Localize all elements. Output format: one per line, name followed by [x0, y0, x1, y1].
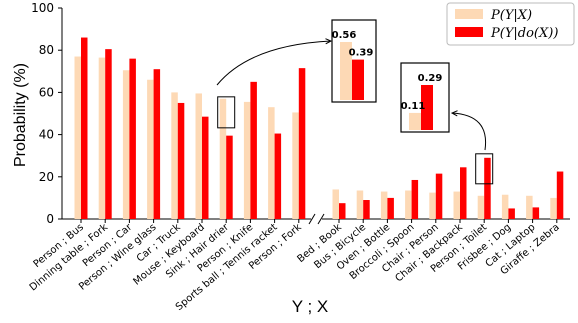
bar-p-y-do-x: [435, 173, 443, 219]
zoom-bar-p-y-x: [340, 42, 352, 100]
highlight-box: [217, 96, 236, 129]
bar-p-y-x: [405, 190, 412, 219]
axis-break-mark: [317, 213, 325, 225]
legend: P(Y|X) P(Y|do(X)): [446, 2, 575, 46]
bars: [74, 37, 564, 220]
zoom-arrowhead: [325, 38, 333, 45]
bar-p-y-x: [243, 101, 251, 219]
zoom-value-label: 0.39: [349, 48, 374, 59]
zoom-bar-p-y-x: [409, 112, 421, 130]
x-axis-label: Y ; X: [292, 297, 329, 316]
bar-p-y-x: [380, 191, 388, 219]
bar-p-y-x: [219, 98, 227, 219]
bar-p-y-x: [195, 93, 202, 219]
y-axis-label: Probability (%): [12, 63, 29, 167]
bar-p-y-x: [268, 107, 275, 219]
bar-p-y-do-x: [177, 102, 185, 219]
bar-p-y-x: [429, 192, 436, 219]
bar-p-y-x: [453, 191, 460, 219]
bar-p-y-do-x: [508, 208, 515, 219]
bar-p-y-do-x: [129, 58, 136, 219]
bar-p-y-x: [356, 190, 364, 219]
highlight-box: [475, 153, 494, 185]
bar-p-y-x: [550, 197, 557, 219]
y-tick-label: 40: [39, 128, 54, 142]
bar-p-y-do-x: [202, 116, 209, 219]
legend-label: P(Y|do(X)): [490, 26, 558, 41]
zoom-value-label: 0.56: [332, 30, 357, 41]
zoom-bar-p-y-do-x: [421, 85, 433, 130]
bar-p-y-x: [477, 195, 485, 219]
bar-p-y-do-x: [411, 179, 419, 219]
y-tick-label: 0: [46, 212, 54, 226]
bar-p-y-do-x: [460, 167, 467, 219]
bar-p-y-do-x: [387, 197, 394, 219]
bar-p-y-do-x: [153, 69, 161, 219]
axis-break-mark: [308, 213, 316, 225]
bar-p-y-do-x: [532, 207, 540, 219]
bar-p-y-do-x: [81, 37, 88, 219]
bar-p-y-x: [501, 194, 509, 219]
bar-p-y-x: [332, 189, 339, 219]
bar-p-y-do-x: [274, 133, 282, 219]
annotations: 0.56 0.39 0.11 0.29: [216, 19, 494, 185]
bar-p-y-do-x: [298, 68, 306, 219]
bar-p-y-x: [526, 195, 533, 219]
bar-p-y-do-x: [226, 135, 233, 219]
legend-swatch: [455, 9, 483, 19]
bar-p-y-x: [292, 112, 299, 219]
legend-swatch: [455, 27, 483, 37]
bar-p-y-do-x: [363, 200, 370, 219]
y-tick-label: 20: [39, 170, 54, 184]
legend-label: P(Y|X): [490, 8, 532, 23]
bar-p-y-x: [74, 56, 81, 219]
bar-p-y-x: [147, 79, 154, 220]
y-tick-label: 80: [39, 43, 54, 57]
bar-p-y-do-x: [484, 157, 491, 219]
zoom-value-label: 0.11: [401, 101, 426, 112]
zoom-arrow: [216, 40, 332, 86]
zoom-arrow: [451, 112, 487, 151]
bar-p-y-x: [98, 57, 106, 220]
y-tick-label: 60: [39, 85, 54, 99]
bar-p-y-do-x: [339, 203, 346, 219]
zoom-bar-p-y-do-x: [352, 59, 364, 100]
bar-p-y-do-x: [250, 81, 257, 219]
bar-p-y-do-x: [105, 49, 112, 219]
zoom-arrowhead: [450, 110, 458, 117]
bar-p-y-do-x: [556, 171, 564, 219]
bar-p-y-x: [171, 92, 178, 219]
zoom-value-label: 0.29: [418, 73, 443, 84]
bar-p-y-x: [122, 70, 130, 220]
y-tick-label: 100: [31, 1, 54, 15]
